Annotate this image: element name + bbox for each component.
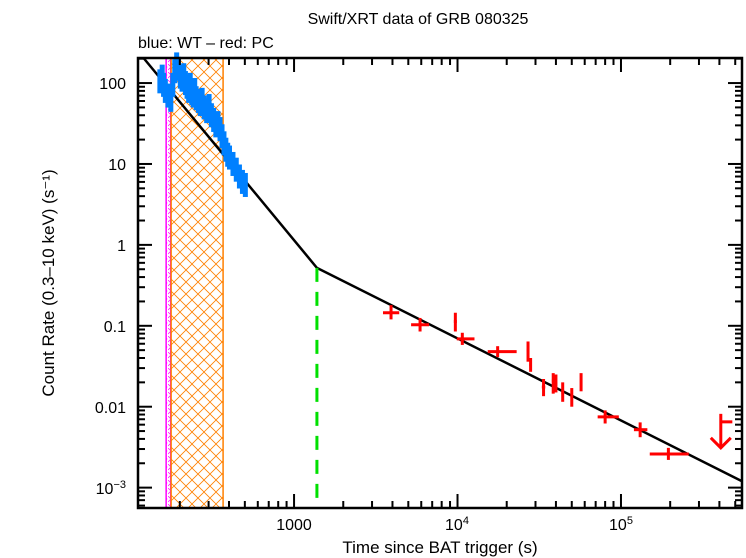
axis-ticks (138, 57, 742, 508)
wt-point (165, 83, 171, 108)
wt-series (157, 52, 248, 197)
magenta-hatched-interval (165, 57, 172, 509)
y-tick-label-100: 100 (99, 76, 126, 93)
wt-point (170, 72, 176, 97)
pc-point (570, 388, 574, 407)
y-tick-label-1e-3: 10−3 (96, 479, 126, 498)
chart-subtitle: blue: WT – red: PC (138, 35, 274, 52)
wt-point (239, 169, 245, 194)
y-tick-label-10: 10 (108, 157, 126, 174)
wt-point (168, 87, 174, 112)
wt-point (233, 157, 239, 182)
pc-point (453, 312, 457, 332)
model-fit (142, 57, 743, 483)
pc-point (649, 447, 689, 460)
plot-frame (136, 56, 744, 510)
x-tick-label-1e4: 104 (445, 515, 469, 534)
pc-point (597, 410, 619, 424)
pc-point (541, 379, 546, 397)
pc-point (382, 305, 400, 320)
pc-point (554, 374, 558, 393)
wt-point (162, 78, 168, 103)
wt-point (230, 151, 236, 176)
pc-point (529, 357, 533, 372)
upper-limit-arrowhead (709, 436, 732, 450)
x-tick-label-1e5: 105 (609, 515, 633, 534)
pc-point (456, 332, 475, 345)
model-line (142, 57, 743, 483)
pc-point (487, 346, 517, 358)
pc-series (382, 305, 733, 460)
pc-point (526, 341, 530, 362)
pc-point (633, 422, 648, 438)
wt-point (227, 145, 233, 170)
x-tick-label-1000: 1000 (276, 517, 312, 534)
wt-point (236, 164, 242, 189)
y-axis-label: Count Rate (0.3–10 keV) (s⁻¹) (39, 169, 58, 396)
chart-title: Swift/XRT data of GRB 080325 (308, 11, 529, 28)
pc-point (411, 317, 430, 332)
y-tick-label-0.01: 0.01 (95, 400, 126, 417)
pc-point (551, 373, 555, 394)
y-tick-label-1: 1 (117, 238, 126, 255)
pc-point (579, 373, 583, 392)
wt-point (242, 172, 248, 197)
x-axis-label: Time since BAT trigger (s) (342, 538, 537, 557)
y-tick-label-0.1: 0.1 (104, 319, 126, 336)
pc-upper-limit (709, 413, 733, 450)
pc-point (561, 382, 565, 402)
